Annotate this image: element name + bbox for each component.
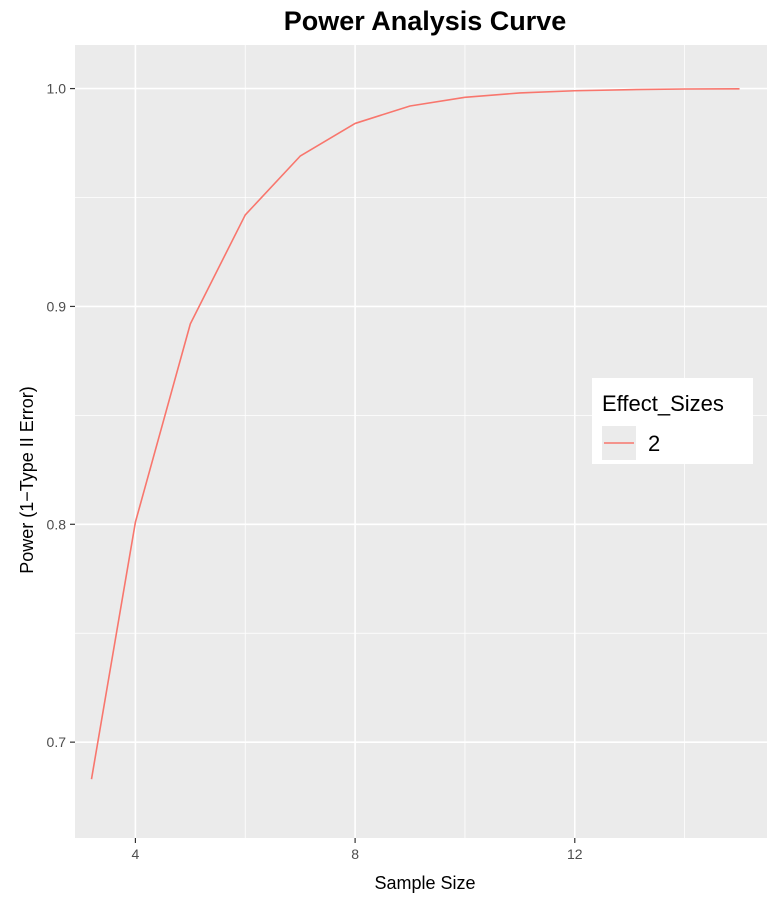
x-tick-label: 8 xyxy=(351,846,359,862)
y-axis-ticks: 0.7 0.8 0.9 1.0 xyxy=(47,81,75,750)
y-tick-label: 1.0 xyxy=(47,81,67,97)
chart-title: Power Analysis Curve xyxy=(284,6,567,36)
x-tick-label: 4 xyxy=(132,846,140,862)
major-gridlines xyxy=(75,45,767,838)
x-axis-ticks: 4 8 12 xyxy=(132,838,583,862)
y-tick-label: 0.9 xyxy=(47,298,67,314)
series-lines xyxy=(90,87,740,780)
legend-series-label: 2 xyxy=(648,431,660,456)
legend: Effect_Sizes 2 xyxy=(592,378,753,464)
x-tick-label: 12 xyxy=(567,846,583,862)
series-line-2 xyxy=(90,87,740,780)
legend-title: Effect_Sizes xyxy=(602,391,724,416)
x-axis-title: Sample Size xyxy=(374,873,475,893)
y-axis-title: Power (1−Type II Error) xyxy=(17,386,37,574)
y-tick-label: 0.8 xyxy=(47,516,67,532)
y-tick-label: 0.7 xyxy=(47,734,67,750)
